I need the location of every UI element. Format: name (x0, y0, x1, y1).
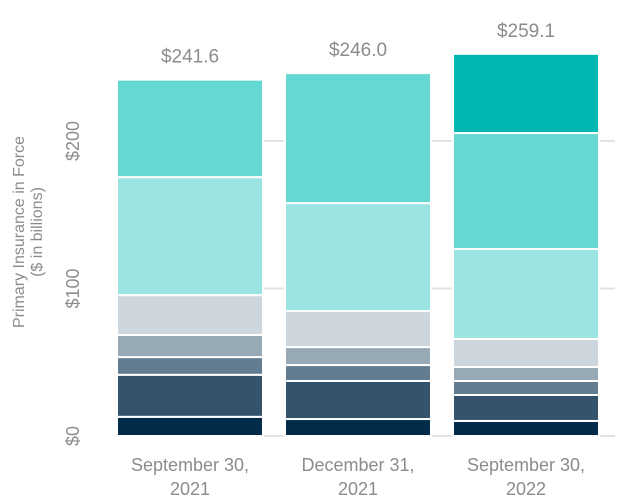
bar-segment (116, 294, 264, 336)
x-tick-label: 2021 (338, 479, 378, 499)
x-tick-label: 2021 (170, 479, 210, 499)
bar-segment (284, 202, 432, 313)
bar-segment (116, 415, 264, 438)
bar-segment (452, 132, 600, 250)
bar-segment (116, 356, 264, 376)
bar-segment (284, 310, 432, 349)
bar-segment (284, 418, 432, 438)
x-tick-label: 2022 (506, 479, 546, 499)
bar-segment (452, 247, 600, 340)
y-tick-label: $200 (63, 121, 83, 161)
bar-segment (116, 176, 264, 297)
bar-segment (116, 373, 264, 418)
total-label: $259.1 (497, 21, 555, 42)
x-tick-label: September 30, (467, 455, 585, 475)
bar-segment (116, 78, 264, 179)
x-tick-label: September 30, (131, 455, 249, 475)
y-tick-label: $100 (63, 268, 83, 308)
bar-segment (284, 379, 432, 421)
bar-segment (284, 346, 432, 367)
bar-segment (452, 365, 600, 382)
y-axis-title: ($ in billions) (29, 187, 46, 277)
bar-segment (284, 364, 432, 382)
total-label: $246.0 (329, 40, 387, 61)
y-tick-label: $0 (63, 426, 83, 446)
bar-segment (452, 419, 600, 437)
y-axis-title: Primary Insurance in Force (11, 136, 28, 328)
bar-segment (452, 379, 600, 396)
total-label: $241.6 (161, 47, 219, 68)
x-tick-label: December 31, (301, 455, 414, 475)
bar-segment (452, 52, 600, 135)
bar-segment (452, 337, 600, 368)
bar-segment (452, 393, 600, 422)
bar-segment (284, 72, 432, 205)
bar-segment (116, 333, 264, 359)
